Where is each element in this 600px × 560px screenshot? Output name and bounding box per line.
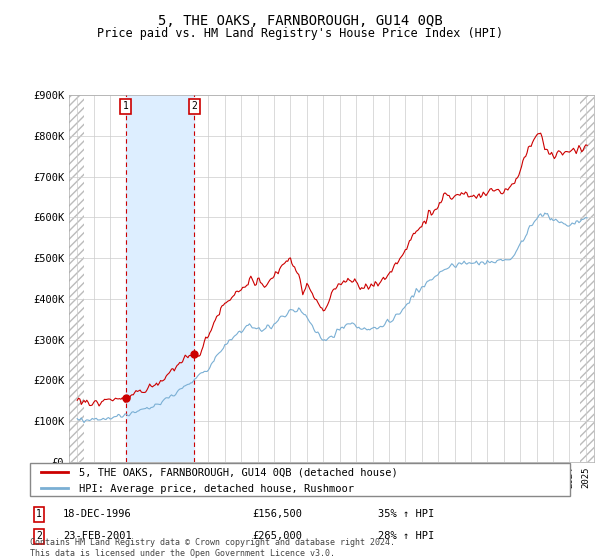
Text: 18-DEC-1996: 18-DEC-1996 — [63, 509, 132, 519]
Text: 35% ↑ HPI: 35% ↑ HPI — [378, 509, 434, 519]
Text: £265,000: £265,000 — [252, 531, 302, 542]
Bar — [126, 95, 194, 462]
Text: 5, THE OAKS, FARNBOROUGH, GU14 0QB (detached house): 5, THE OAKS, FARNBOROUGH, GU14 0QB (deta… — [79, 468, 397, 478]
Text: 23-FEB-2001: 23-FEB-2001 — [63, 531, 132, 542]
FancyBboxPatch shape — [30, 463, 570, 496]
Text: Price paid vs. HM Land Registry's House Price Index (HPI): Price paid vs. HM Land Registry's House … — [97, 27, 503, 40]
Text: 1: 1 — [123, 101, 129, 111]
Text: HPI: Average price, detached house, Rushmoor: HPI: Average price, detached house, Rush… — [79, 484, 353, 494]
Text: 28% ↑ HPI: 28% ↑ HPI — [378, 531, 434, 542]
Text: 5, THE OAKS, FARNBOROUGH, GU14 0QB: 5, THE OAKS, FARNBOROUGH, GU14 0QB — [158, 14, 442, 28]
Bar — [69, 95, 84, 462]
Text: 2: 2 — [36, 531, 42, 542]
Text: 1: 1 — [36, 509, 42, 519]
Bar — [580, 95, 594, 462]
Text: £156,500: £156,500 — [252, 509, 302, 519]
Text: Contains HM Land Registry data © Crown copyright and database right 2024.
This d: Contains HM Land Registry data © Crown c… — [30, 538, 395, 558]
Text: 2: 2 — [191, 101, 197, 111]
